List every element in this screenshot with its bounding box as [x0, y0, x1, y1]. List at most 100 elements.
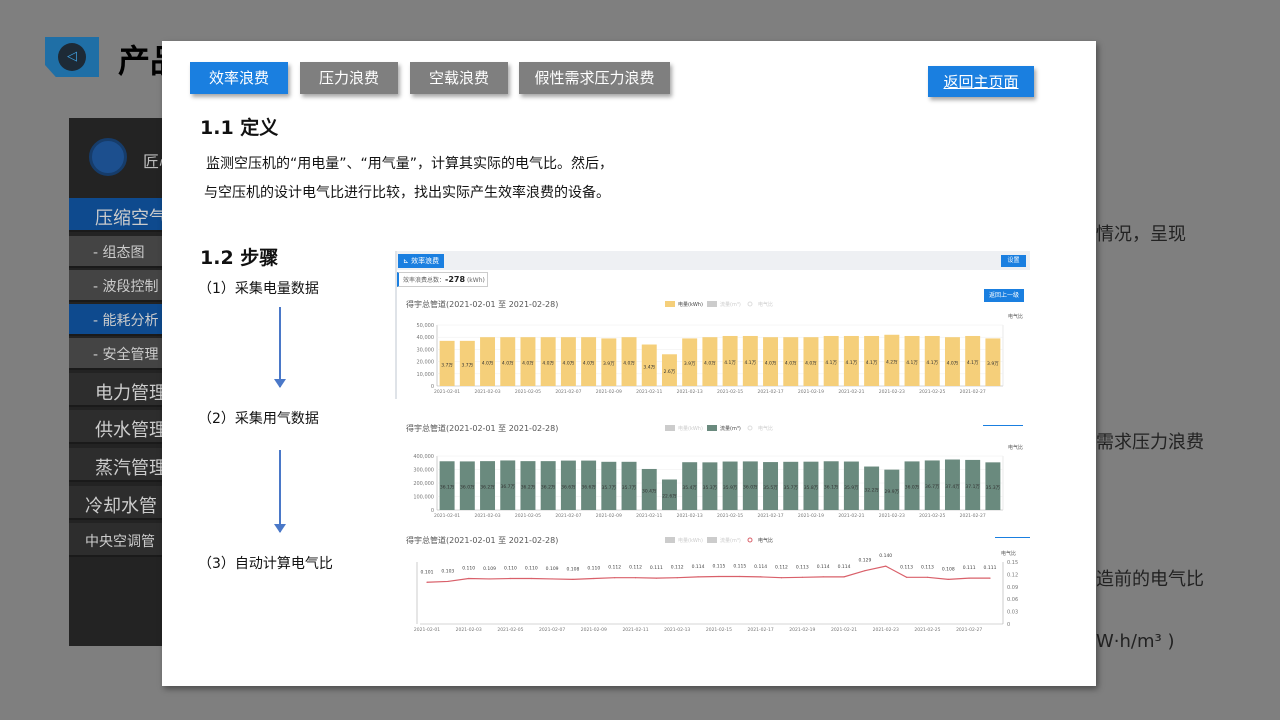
scroll-indicator: [983, 425, 1023, 426]
step-label: （2）采集用气数据: [198, 411, 319, 427]
bar: [884, 469, 900, 510]
point-label: 0.114: [838, 564, 851, 570]
axis-label: 电气比: [1008, 313, 1023, 320]
scroll-indicator: [995, 537, 1030, 538]
data-point: [947, 578, 949, 580]
bar: [601, 461, 617, 510]
tab-efficiency-waste[interactable]: 效率浪费: [190, 62, 288, 94]
legend-label: 流量(m³): [720, 425, 741, 432]
legend-label: 电气比: [758, 537, 773, 544]
bar-label: 4.1万: [866, 360, 878, 366]
step-label: （1）采集电量数据: [198, 281, 319, 297]
legend-marker: [747, 537, 753, 543]
legend-label: 电气比: [758, 301, 773, 308]
bar-label: 36.2万: [521, 485, 536, 491]
section-title: 1.2 步骤: [200, 247, 279, 269]
bar-label: 4.1万: [825, 360, 837, 366]
data-point: [780, 577, 783, 579]
bar-label: 35.3万: [986, 485, 1001, 491]
axis-label: 电气比: [1001, 550, 1016, 557]
x-tick-label: 2021-02-03: [474, 513, 500, 519]
x-tick-label: 2021-02-01: [434, 389, 460, 395]
x-tick-label: 2021-02-17: [757, 513, 783, 519]
bar-label: 35.4万: [682, 485, 697, 491]
bar: [722, 335, 738, 386]
point-label: 0.113: [900, 564, 913, 570]
x-tick-label: 2021-02-19: [798, 389, 824, 395]
data-point: [593, 577, 595, 580]
home-button[interactable]: 返回主页面: [928, 66, 1034, 97]
bar-label: 35.3万: [703, 485, 718, 491]
bar: [702, 337, 718, 386]
x-tick-label: 2021-02-27: [956, 627, 982, 633]
bar-label: 4.1万: [846, 360, 858, 366]
ratio-line: [426, 565, 990, 583]
x-tick-label: 2021-02-13: [677, 389, 703, 395]
point-label: 0.114: [817, 564, 830, 570]
point-label: 0.113: [796, 564, 809, 570]
x-tick-label: 2021-02-01: [434, 513, 460, 519]
legend-marker: [707, 537, 717, 543]
data-point: [655, 577, 657, 579]
bar: [864, 466, 880, 510]
data-point: [697, 576, 699, 578]
x-tick-label: 2021-02-15: [706, 627, 732, 633]
bar: [904, 335, 920, 386]
bg-text: 需求压力浪费: [1096, 432, 1204, 453]
y-tick-label: 30,000: [417, 347, 435, 353]
point-label: 0.140: [879, 553, 892, 559]
bar-label: 29.9万: [885, 489, 900, 495]
chart-title: 得宇总管道(2021-02-01 至 2021-02-28): [406, 423, 558, 433]
bar-label: 4.0万: [522, 361, 534, 367]
step-label: （3）自动计算电气比: [198, 556, 333, 572]
bar: [459, 461, 475, 510]
bar: [682, 338, 698, 386]
bar-label: 36.0万: [905, 485, 920, 491]
data-point: [488, 578, 491, 580]
tab-idle-waste[interactable]: 空载浪费: [410, 62, 508, 94]
bar-label: 2.6万: [664, 369, 676, 375]
y-tick-label: 200,000: [413, 481, 434, 487]
legend-marker: [747, 301, 753, 307]
bar-label: 4.0万: [704, 361, 716, 367]
back-icon[interactable]: ◁: [45, 37, 99, 77]
bar: [540, 337, 556, 386]
point-label: 0.110: [587, 566, 600, 572]
y-tick-label: 50,000: [417, 323, 435, 329]
bar: [985, 462, 1001, 510]
tab-false-demand-waste[interactable]: 假性需求压力浪费: [519, 62, 670, 94]
y-tick-label: 0.12: [1007, 572, 1018, 578]
data-point: [447, 580, 449, 583]
point-label: 0.110: [525, 566, 538, 572]
data-point: [885, 565, 887, 567]
data-point: [572, 578, 574, 580]
bar: [601, 338, 617, 386]
bar-label: 4.0万: [785, 361, 797, 367]
bar-label: 35.9万: [844, 485, 859, 491]
bar-label: 4.0万: [583, 361, 595, 367]
legend-marker: [665, 425, 675, 431]
legend-marker: [665, 537, 675, 543]
data-point: [551, 578, 553, 580]
bar: [965, 335, 981, 386]
bar-label: 30.4万: [642, 488, 657, 494]
arrow-down-icon: [274, 450, 286, 533]
point-label: 0.114: [692, 564, 705, 570]
axis-label: 电气比: [1008, 444, 1023, 451]
bar-label: 3.9万: [603, 361, 615, 367]
settings-button[interactable]: 设置: [1001, 255, 1026, 267]
tab-pressure-waste[interactable]: 压力浪费: [300, 62, 398, 94]
bar: [722, 461, 738, 510]
bar: [560, 460, 576, 510]
data-point: [634, 577, 637, 579]
bar: [924, 335, 940, 386]
bar: [763, 462, 779, 510]
back-level-button[interactable]: 返回上一级: [984, 289, 1024, 302]
data-point: [905, 576, 908, 578]
bg-text: 造前的电气比: [1096, 569, 1204, 590]
x-tick-label: 2021-02-11: [636, 389, 662, 395]
data-point: [968, 577, 970, 579]
bar: [540, 461, 556, 510]
y-tick-label: 0.09: [1007, 585, 1018, 591]
legend-label: 流量(m³): [720, 301, 741, 308]
